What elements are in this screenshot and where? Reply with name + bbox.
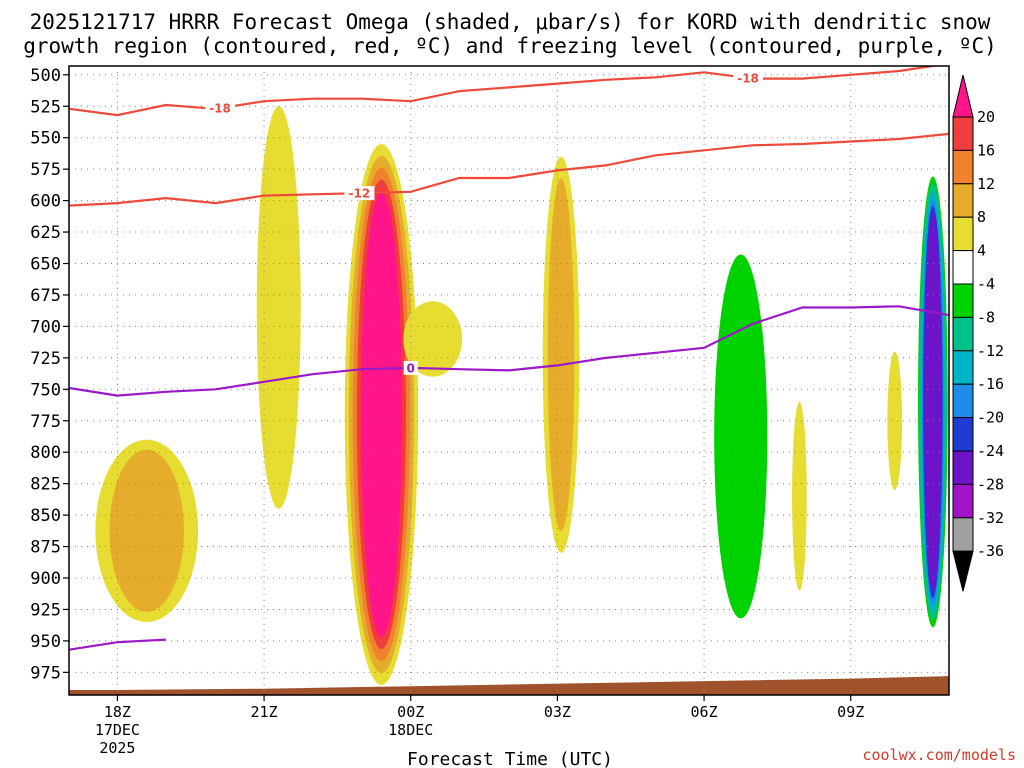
watermark: coolwx.com/models [862, 746, 1016, 764]
colorbar-swatch-6 [952, 316, 974, 352]
colorbar-label-3: 8 [977, 208, 986, 226]
x-tick-label-21Z: 21Z [251, 703, 278, 721]
colorbar-label-0: 20 [977, 108, 995, 126]
contour-label-2-0: 0 [407, 361, 415, 375]
y-tick-label-625: 625 [30, 223, 61, 243]
y-tick-label-875: 875 [30, 538, 61, 558]
colorbar-label-13: -36 [977, 542, 1004, 560]
contour-label-bg-2-0 [403, 360, 418, 375]
downward-0630z-plume-level--8 [714, 254, 768, 619]
chart-title-line2: growth region (contoured, red, ºC) and f… [23, 34, 997, 58]
y-tick-label-750: 750 [30, 380, 61, 400]
contour-label-bg-0-1 [733, 71, 764, 86]
colorbar-label-12: -32 [977, 509, 1004, 527]
y-tick-label-825: 825 [30, 475, 61, 495]
colorbar-swatch-0 [952, 116, 974, 151]
colorbar-label-2: 12 [977, 175, 995, 193]
y-tick-label-650: 650 [30, 255, 61, 275]
y-tick-label-600: 600 [30, 192, 61, 212]
colorbar-swatch-7 [952, 350, 974, 385]
y-tick-label-900: 900 [30, 569, 61, 589]
x-tick-label-00Z: 00Z [397, 703, 424, 721]
colorbar-swatch-12 [952, 517, 974, 552]
plot-frame [68, 65, 950, 696]
colorbar-label-10: -24 [977, 442, 1004, 460]
downward-05z-plume-level--4 [645, 131, 683, 245]
x-tick-label-03Z: 03Z [544, 703, 571, 721]
colorbar-swatch-11 [952, 483, 974, 519]
contour-2 [69, 305, 949, 397]
colorbar-label-4: 4 [977, 242, 986, 260]
x-tick-label-09Z: 09Z [837, 703, 864, 721]
upward-1030z-strip-level-4 [887, 351, 903, 490]
y-tick-label-950: 950 [30, 632, 61, 652]
colorbar-swatch-4 [952, 250, 974, 285]
colorbar-swatch-2 [952, 183, 974, 218]
colorbar-top-arrow [952, 74, 974, 118]
upward-19z-lowlevel-level-8 [109, 449, 184, 613]
colorbar-swatch-9 [952, 417, 974, 452]
downward-02z-plume-level--4 [491, 250, 521, 434]
contour-label-0-1: -18 [737, 72, 759, 86]
x-tick-label-06Z: 06Z [691, 703, 718, 721]
contour-label-1-0: -12 [349, 187, 371, 201]
downward-00z-top-level--4 [344, 66, 375, 88]
y-tick-label-975: 975 [30, 663, 61, 683]
upward-core-2230z-level-20 [360, 191, 402, 638]
chart-title-line1: 2025121717 HRRR Forecast Omega (shaded, … [30, 10, 991, 34]
colorbar-label-5: -4 [977, 275, 995, 293]
colorbar-label-7: -12 [977, 342, 1004, 360]
y-tick-label-775: 775 [30, 412, 61, 432]
colorbar-swatch-5 [952, 283, 974, 318]
contour-label-bg-0-0 [205, 101, 236, 116]
x-axis-label: Forecast Time (UTC) [407, 749, 613, 768]
y-tick-label-925: 925 [30, 600, 61, 620]
y-tick-label-850: 850 [30, 506, 61, 526]
colorbar-swatch-1 [952, 149, 974, 185]
x-tick-date-00Z: 18DEC [388, 721, 433, 739]
colorbar: 20 16 12 8 4 -4 -8 -12 -16 -20 -24 -28 -32 -36 [952, 74, 1004, 592]
omega-shading-layer [95, 66, 949, 685]
colorbar-label-11: -28 [977, 475, 1004, 493]
contour-label-0-0: -18 [209, 102, 231, 116]
colorbar-label-6: -8 [977, 308, 995, 326]
colorbar-bottom-arrow [952, 550, 974, 592]
y-tick-label-700: 700 [30, 317, 61, 337]
colorbar-swatch-3 [952, 216, 974, 252]
y-tick-label-800: 800 [30, 443, 61, 463]
x-tick-label-18Z: 18Z [104, 703, 131, 721]
contour-0 [69, 66, 940, 117]
downward-04z-dot-level--4 [601, 389, 611, 440]
contour-3 [69, 638, 166, 651]
contour-layer: -18 -18 -12 0 [69, 66, 949, 651]
y-axis: 500 525 550 575 600 625 650 675 700 725 750 775 800 8… [30, 66, 69, 683]
ground-surface [69, 676, 949, 695]
downward-11z-strong-level--28 [924, 213, 942, 591]
y-tick-label-525: 525 [30, 97, 61, 117]
y-tick-label-725: 725 [30, 349, 61, 369]
contour-label-bg-1-0 [344, 186, 375, 201]
colorbar-swatch-10 [952, 450, 974, 485]
upward-03z-plume-level-8 [547, 178, 575, 532]
y-tick-label-500: 500 [30, 66, 61, 86]
ground-layer [69, 676, 949, 695]
upward-08z-strip-level-4 [792, 401, 807, 591]
contour-1 [69, 132, 949, 207]
y-tick-label-550: 550 [30, 129, 61, 149]
upward-21z-plume-level-4 [256, 106, 301, 509]
colorbar-label-1: 16 [977, 141, 995, 159]
colorbar-label-9: -20 [977, 409, 1004, 427]
y-tick-label-575: 575 [30, 160, 61, 180]
x-tick-date-18Z: 17DEC [95, 721, 140, 739]
y-tick-label-675: 675 [30, 286, 61, 306]
x-tick-year-18Z: 2025 [99, 739, 135, 757]
colorbar-label-8: -16 [977, 375, 1004, 393]
downward-18z-dot-level--4 [107, 282, 128, 346]
colorbar-swatch-8 [952, 383, 974, 419]
